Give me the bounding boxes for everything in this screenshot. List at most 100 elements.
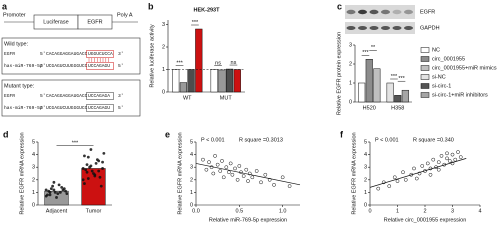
x-tick-label: 4 (478, 208, 481, 214)
sig-label: *** (176, 60, 183, 66)
point (246, 179, 250, 183)
point (224, 165, 229, 170)
bar (210, 69, 218, 93)
seed: UCCAGAGA (88, 93, 110, 99)
stat-label: R square =0.3013 (239, 137, 283, 143)
legend-swatch (420, 74, 430, 80)
figure: a Promoter Luciferase EGFR Poly A Wild t… (1, 1, 497, 224)
point (218, 169, 223, 173)
band (381, 26, 390, 30)
x-tick-label: H520 (363, 105, 376, 111)
band (404, 26, 413, 30)
y-tick-label: 1 (190, 190, 193, 196)
point (49, 187, 53, 191)
point (215, 162, 220, 167)
point (395, 179, 400, 183)
mutant-title: Mutant type: (4, 83, 35, 89)
point (227, 170, 231, 175)
panel-label: e (165, 129, 170, 139)
legend-label: circ_0001955+miR mimics (432, 65, 497, 71)
chart-title: HEK-293T (194, 7, 221, 13)
bar (233, 69, 241, 93)
point (230, 172, 235, 177)
seq-end: 5' (40, 93, 46, 99)
point (102, 151, 106, 155)
point (55, 196, 58, 199)
point (90, 169, 94, 173)
y-tick-label: 5 (364, 139, 367, 145)
y-tick-label: 5 (32, 139, 35, 145)
seq-end: 5' (118, 63, 124, 69)
band (346, 9, 356, 15)
point (81, 178, 85, 182)
y-tick-label: 1 (349, 80, 352, 86)
point (447, 159, 452, 163)
x-axis-label: Relative miR-769-5p expression (209, 217, 287, 223)
legend-label: si-NC (432, 74, 446, 80)
legend-label: si-circ-1+miR inhibitors (432, 92, 488, 98)
blot-gapdh (345, 22, 415, 34)
x-axis-label: Relative circ_0001955 expression (384, 217, 467, 223)
point (392, 175, 397, 180)
point (85, 170, 89, 174)
point (403, 177, 408, 182)
sig-label: ns (231, 60, 237, 66)
band (358, 26, 367, 30)
wild-title: Wild type: (4, 41, 29, 47)
point (47, 189, 51, 193)
seq-end: 5' (118, 105, 124, 111)
point (436, 167, 441, 172)
luciferase: Luciferase (43, 19, 68, 25)
point (213, 154, 217, 158)
y-tick-label: 2 (190, 177, 193, 183)
y-tick-label: 0 (32, 202, 35, 208)
x-tick-label: 0 (368, 208, 371, 214)
y-tick-label: 1 (32, 190, 35, 196)
seq: UCGAGUCUUGGGUCC (46, 105, 88, 111)
y-tick-label: 2 (32, 177, 35, 183)
point (439, 154, 444, 158)
point (92, 172, 95, 175)
point (64, 189, 67, 193)
point (97, 169, 101, 173)
point (450, 152, 455, 157)
point (99, 184, 103, 188)
point (52, 180, 56, 184)
panel-label: b (148, 1, 154, 11)
point (201, 157, 205, 162)
sig-label: *** (192, 20, 199, 26)
bar (401, 89, 409, 103)
y-axis-label: Relative EGFR protein expression (336, 32, 342, 115)
legend-swatch (420, 65, 430, 71)
y-tick-label: 2 (364, 177, 367, 183)
point (53, 191, 57, 194)
y-tick-label: 2 (349, 61, 352, 67)
point (101, 160, 104, 164)
seq-end: 3' (40, 63, 46, 69)
band (392, 26, 402, 30)
point (237, 164, 242, 168)
x-tick-label: 0.5 (236, 208, 244, 214)
point (101, 167, 104, 170)
point (85, 163, 89, 167)
legend-swatch (420, 56, 430, 62)
point (62, 187, 66, 191)
y-tick-label: 3 (162, 22, 165, 28)
y-tick-label: 3 (364, 165, 367, 171)
sig-label: *** (391, 74, 398, 80)
mutant-box (1, 79, 141, 117)
blot-label: EGFR (420, 9, 435, 15)
point (51, 184, 55, 188)
band (404, 9, 413, 15)
seed-box (86, 50, 114, 58)
point (453, 157, 458, 162)
sig-label: *** (362, 50, 369, 56)
point (250, 175, 255, 180)
fit-line (369, 158, 467, 188)
point (56, 192, 60, 196)
point (52, 188, 56, 192)
y-axis-label: Relative luciferase activity (149, 24, 155, 88)
bar (373, 68, 381, 103)
point (58, 191, 62, 194)
point (86, 155, 90, 159)
